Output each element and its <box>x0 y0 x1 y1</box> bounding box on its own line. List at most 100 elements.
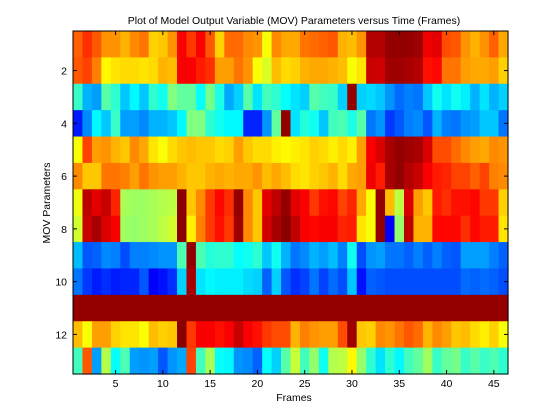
heatmap-cell <box>148 242 159 270</box>
heatmap-cell <box>271 31 282 58</box>
chart-title: Plot of Model Output Variable (MOV) Para… <box>128 15 460 27</box>
heatmap-cell <box>120 162 131 190</box>
heatmap-cell <box>82 347 93 375</box>
heatmap-cell <box>73 162 84 190</box>
heatmap-cell <box>498 347 509 375</box>
heatmap-cell <box>224 189 235 217</box>
heatmap-cell <box>82 294 93 322</box>
y-tick-label: 2 <box>61 66 67 78</box>
y-axis-ticks: 2 4 6 8 10 12 <box>55 66 508 341</box>
heatmap-cell <box>205 83 216 111</box>
heatmap-cell <box>366 57 377 85</box>
heatmap-cell <box>375 215 386 243</box>
heatmap-cell <box>73 110 84 138</box>
heatmap-cell <box>129 162 140 190</box>
heatmap-cell <box>498 162 509 190</box>
heatmap-cell <box>129 110 140 138</box>
heatmap-cell <box>337 268 348 296</box>
heatmap-cell <box>252 110 263 138</box>
heatmap-cell <box>441 189 452 217</box>
heatmap-cell <box>195 294 206 322</box>
heatmap-cell <box>356 189 367 217</box>
heatmap-cell <box>101 136 112 164</box>
heatmap-cell <box>356 294 367 322</box>
heatmap-cell <box>460 31 471 58</box>
heatmap-cell <box>451 321 462 349</box>
heatmap-cell <box>91 294 102 322</box>
heatmap-cell <box>441 268 452 296</box>
heatmap-cell <box>205 136 216 164</box>
heatmap-cell <box>328 268 339 296</box>
heatmap-cell <box>195 162 206 190</box>
heatmap-cell <box>271 321 282 349</box>
heatmap-cell <box>177 31 188 58</box>
heatmap-cell <box>337 162 348 190</box>
heatmap-cell <box>73 347 84 375</box>
heatmap-cell <box>318 189 329 217</box>
heatmap-cell <box>233 347 244 375</box>
heatmap-cell <box>366 347 377 375</box>
heatmap-cell <box>385 31 396 58</box>
heatmap-cell <box>110 162 121 190</box>
heatmap-cell <box>158 136 169 164</box>
heatmap-cell <box>129 321 140 349</box>
heatmap-cell <box>385 242 396 270</box>
heatmap-cell <box>101 83 112 111</box>
heatmap-cell <box>177 189 188 217</box>
heatmap-cell <box>337 294 348 322</box>
heatmap-cell <box>158 242 169 270</box>
heatmap-cell <box>177 294 188 322</box>
heatmap-cell <box>148 31 159 58</box>
heatmap-cell <box>290 83 301 111</box>
heatmap-cell <box>309 347 320 375</box>
heatmap-cell <box>129 83 140 111</box>
heatmap-cell <box>195 189 206 217</box>
heatmap-cell <box>375 136 386 164</box>
heatmap-cell <box>243 347 254 375</box>
heatmap-cell <box>186 189 197 217</box>
heatmap-cell <box>328 162 339 190</box>
heatmap-cell <box>252 83 263 111</box>
heatmap-cell <box>479 189 490 217</box>
heatmap-cell <box>385 215 396 243</box>
heatmap-cell <box>82 242 93 270</box>
heatmap-cell <box>195 31 206 58</box>
heatmap-cell <box>281 83 292 111</box>
heatmap-cell <box>233 294 244 322</box>
heatmap-cell <box>177 110 188 138</box>
heatmap-cell <box>299 294 311 322</box>
heatmap-cell <box>385 57 396 85</box>
heatmap-cell <box>489 110 500 138</box>
heatmap-cell <box>432 57 443 85</box>
heatmap-cell <box>110 242 121 270</box>
heatmap-cell <box>347 136 358 164</box>
heatmap-cell <box>413 189 424 217</box>
heatmap-cell <box>470 268 481 296</box>
heatmap-cell <box>120 83 131 111</box>
heatmap-cell <box>403 294 415 322</box>
heatmap-cell <box>224 321 235 349</box>
heatmap-cell <box>205 215 216 243</box>
heatmap-cell <box>309 268 320 296</box>
x-tick-label: 15 <box>204 378 216 390</box>
heatmap-cell <box>366 242 377 270</box>
heatmap-cell <box>328 347 339 375</box>
heatmap-cell <box>451 162 462 190</box>
heatmap-cell <box>385 83 396 111</box>
heatmap-cell <box>110 321 121 349</box>
heatmap-cell <box>252 136 263 164</box>
heatmap-cell <box>158 347 169 375</box>
heatmap-cell <box>158 268 169 296</box>
heatmap-cell <box>252 162 263 190</box>
heatmap-cell <box>82 321 93 349</box>
heatmap-cell <box>328 136 339 164</box>
heatmap-cell <box>337 31 348 58</box>
heatmap-cell <box>356 57 367 85</box>
heatmap-cell <box>290 162 301 190</box>
heatmap-cell <box>403 268 415 296</box>
heatmap-cell <box>403 189 415 217</box>
heatmap-cell <box>489 215 500 243</box>
heatmap-cell <box>195 347 206 375</box>
heatmap-cell <box>318 347 329 375</box>
